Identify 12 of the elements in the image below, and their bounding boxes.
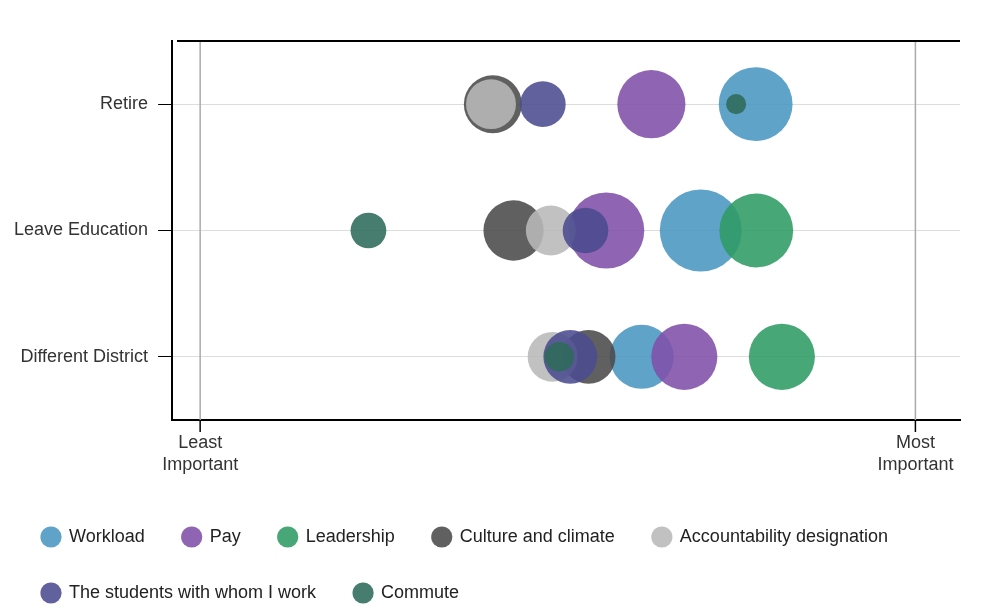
legend-label: Workload (69, 525, 145, 546)
legend-label: The students with whom I work (69, 581, 318, 602)
ref-line-label: Least Important (162, 431, 239, 474)
legend-label: Accountability designation (679, 525, 888, 546)
legend-label: Culture and climate (459, 525, 615, 546)
y-tick-label: Retire (100, 93, 149, 114)
legend-label: Commute (381, 581, 460, 602)
legend-label: Leadership (305, 525, 395, 546)
legend-label: Pay (209, 525, 241, 546)
ref-line-label: Most Important (877, 431, 954, 474)
y-tick-label: Leave Education (13, 219, 149, 240)
y-tick-label: Different District (20, 345, 149, 366)
